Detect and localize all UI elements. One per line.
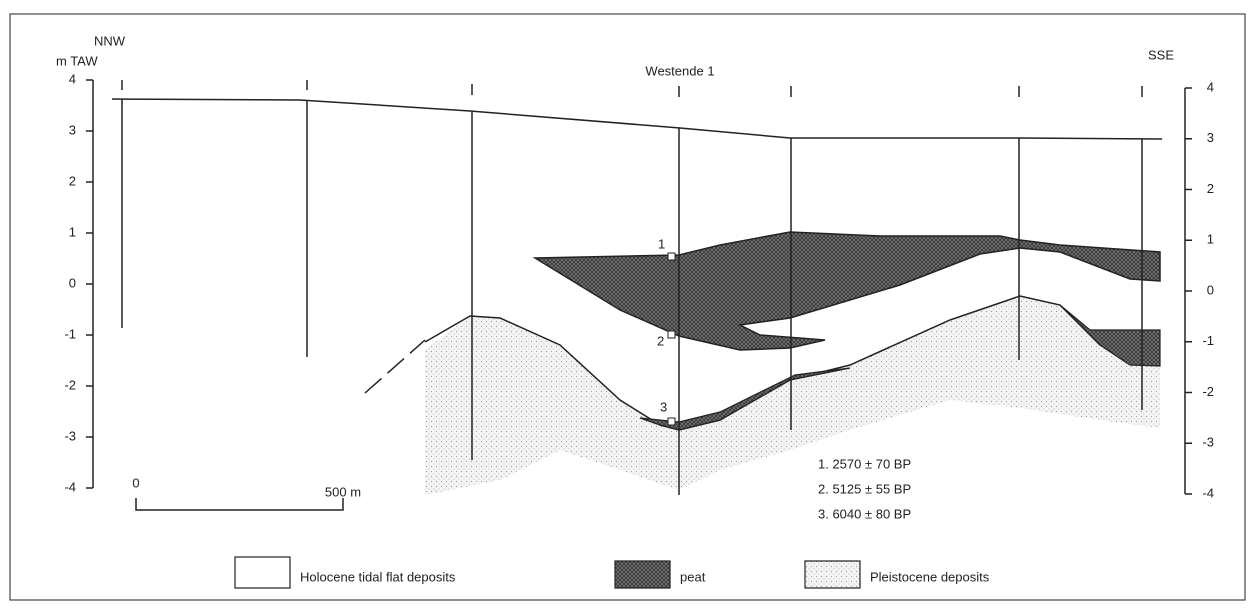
dashed-line (364, 339, 426, 394)
tick-label: -3 (1202, 435, 1214, 450)
legend-swatch (234, 556, 291, 589)
surface (111, 98, 1163, 140)
axis-label: m TAW (56, 53, 98, 68)
peat (532, 231, 1161, 351)
sample-marker (667, 252, 676, 261)
tick-label: -2 (1202, 384, 1214, 399)
sample-marker (667, 417, 676, 426)
scale-bar (135, 498, 344, 511)
date: 1. 2570 ± 70 BP (818, 456, 911, 471)
legend-label: Holocene tidal flat deposits (300, 569, 456, 584)
title: Westende 1 (645, 63, 714, 78)
date: 2. 5125 ± 55 BP (818, 481, 911, 496)
tick-label: 3 (1207, 130, 1214, 145)
scale-end: 500 m (325, 484, 361, 499)
pleistocene (425, 296, 1160, 495)
tick-label: 4 (69, 71, 76, 86)
tick-label: 2 (1207, 181, 1214, 196)
tick-label: -1 (1202, 333, 1214, 348)
tick-label: 3 (69, 122, 76, 137)
tick-label: 2 (69, 173, 76, 188)
direction-right: SSE (1148, 47, 1174, 62)
sample-label: 2 (657, 333, 664, 348)
sample-marker (667, 330, 676, 339)
tick-label: 0 (69, 275, 76, 290)
tick-label: -4 (1202, 485, 1214, 500)
peat-pocket (1059, 304, 1161, 367)
tick-label: 0 (1207, 282, 1214, 297)
tick-label: -3 (64, 428, 76, 443)
tick-label: 1 (69, 224, 76, 239)
frame (9, 13, 1246, 601)
boreholes (121, 80, 1143, 495)
ticks: 4 3 2 1 0 -1 -2 -3 -4 4 3 2 1 0 -1 -2 -3 -4 (64, 71, 1214, 500)
legend-label: Pleistocene deposits (870, 569, 990, 584)
scale-start: 0 (132, 475, 139, 490)
legend-swatch (804, 560, 861, 589)
peat-lower (639, 367, 851, 431)
tick-label: -2 (64, 377, 76, 392)
tick-label: 1 (1207, 232, 1214, 247)
legend-swatch (614, 560, 671, 589)
date: 3. 6040 ± 80 BP (818, 506, 911, 521)
sample-label: 3 (660, 399, 667, 414)
legend-label: peat (680, 569, 706, 584)
tick-label: -1 (64, 326, 76, 341)
direction-left: NNW (94, 33, 126, 48)
sample-label: 1 (658, 236, 665, 251)
tick-label: 4 (1207, 79, 1214, 94)
tick-label: -4 (64, 479, 76, 494)
